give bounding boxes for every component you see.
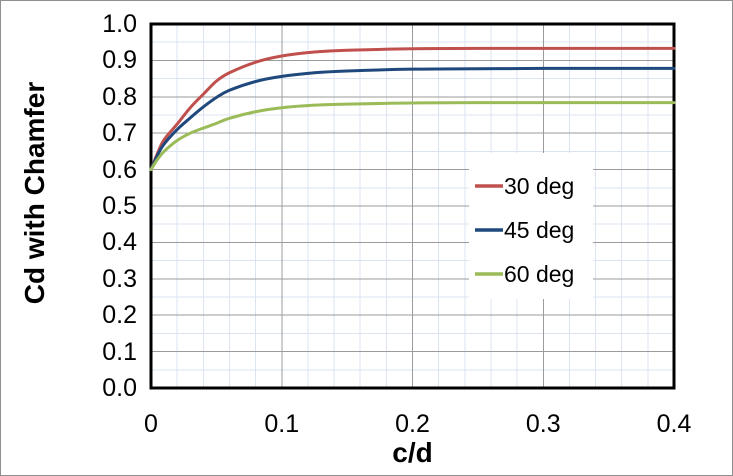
- y-tick-label: 1.0: [102, 10, 137, 38]
- x-tick-label: 0.2: [395, 410, 430, 438]
- y-tick-label: 0.7: [102, 119, 137, 148]
- plot-border: [149, 22, 676, 390]
- y-tick-label: 0.1: [102, 337, 137, 366]
- x-tick-label: 0.3: [525, 410, 561, 438]
- series-line-30-deg: [149, 46, 676, 172]
- series-line-60-deg: [149, 101, 676, 172]
- y-tick-label: 0.0: [102, 374, 137, 402]
- legend-label-60-deg: 60 deg: [504, 261, 575, 287]
- y-tick-label: 0.6: [102, 155, 137, 184]
- legend-label-30-deg: 30 deg: [504, 173, 575, 199]
- y-tick-label: 0.4: [102, 228, 137, 257]
- series-line-45-deg: [149, 66, 676, 172]
- x-tick-label: 0: [144, 410, 158, 438]
- y-tick-label: 0.5: [102, 192, 137, 220]
- y-tick-label: 0.8: [102, 82, 137, 111]
- x-tick-label: 0.4: [656, 410, 692, 438]
- legend-label-45-deg: 45 deg: [504, 217, 575, 243]
- y-tick-label: 0.3: [102, 264, 137, 293]
- y-tick-label: 0.9: [102, 46, 137, 75]
- x-axis-title: c/d: [392, 437, 433, 468]
- y-axis-title: Cd with Chamfer: [19, 81, 50, 305]
- y-tick-label: 0.2: [102, 301, 137, 330]
- x-tick-label: 0.1: [264, 410, 300, 438]
